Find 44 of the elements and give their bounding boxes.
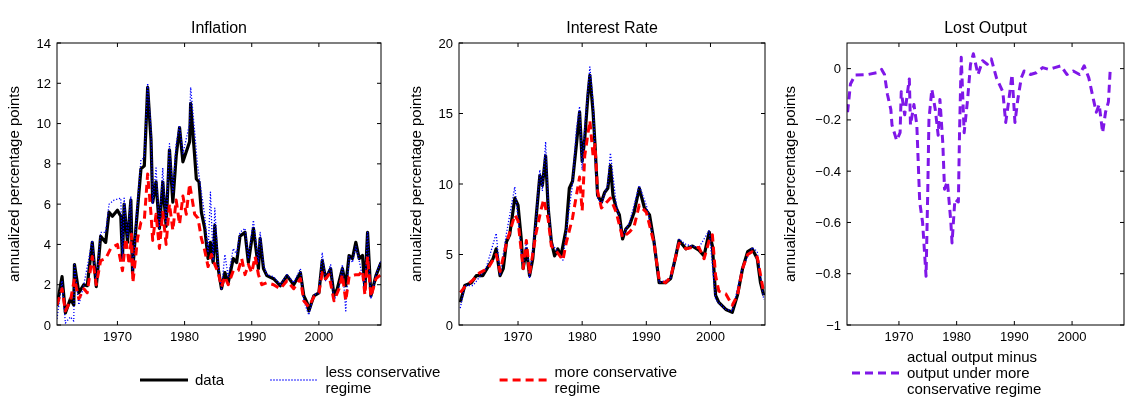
chart-title: Interest Rate — [566, 19, 658, 36]
y-axis-title: annualized percentage points — [407, 86, 424, 282]
y-tick-label: −1 — [826, 317, 841, 333]
y-tick-label: −0.4 — [815, 163, 841, 179]
chart-title: Inflation — [190, 19, 248, 36]
y-tick-label: 10 — [438, 176, 453, 192]
chart-title: Lost Output — [944, 19, 1028, 36]
x-tick-label: 1980 — [942, 329, 972, 344]
y-tick-label: 20 — [438, 35, 453, 51]
y-tick-label: −0.6 — [815, 214, 841, 230]
x-tick-label: 1970 — [503, 329, 533, 344]
legend-label: actual output minus output under more conservative regime — [907, 348, 1042, 397]
x-tick-label: 1970 — [884, 329, 914, 344]
x-tick-label: 2000 — [304, 329, 334, 344]
x-tick-label: 1970 — [102, 329, 132, 344]
y-tick-label: −0.8 — [815, 266, 841, 282]
x-tick-label: 1980 — [567, 329, 597, 344]
y-tick-label: 14 — [36, 35, 51, 51]
y-tick-label: 5 — [445, 247, 453, 262]
y-tick-label: 12 — [36, 75, 51, 91]
y-tick-label: 15 — [438, 106, 453, 121]
line-series — [459, 119, 765, 307]
legend-label: more conservative regime — [554, 363, 678, 396]
x-tick-label: 2000 — [696, 329, 725, 344]
legend-label: data — [195, 371, 225, 388]
y-tick-label: 0 — [833, 61, 841, 77]
x-tick-label: 2000 — [1057, 329, 1087, 344]
y-tick-label: 6 — [43, 196, 51, 212]
x-tick-label: 1990 — [237, 329, 267, 344]
y-tick-label: 10 — [36, 116, 51, 132]
y-axis-title: annualized percentage points — [5, 86, 22, 282]
y-tick-label: 2 — [43, 277, 51, 293]
line-series — [847, 52, 1112, 278]
y-tick-label: −0.2 — [815, 112, 841, 128]
x-tick-label: 1990 — [999, 329, 1029, 344]
x-tick-label: 1990 — [631, 329, 661, 344]
line-series — [57, 172, 381, 313]
x-tick-label: 1980 — [170, 329, 200, 344]
y-tick-label: 0 — [43, 317, 51, 333]
y-tick-label: 0 — [445, 317, 453, 333]
y-tick-label: 8 — [43, 156, 51, 172]
legend-label: less conservative regime — [325, 363, 441, 396]
y-tick-label: 4 — [43, 236, 51, 252]
y-axis-title: annualized percentage points — [781, 86, 798, 282]
